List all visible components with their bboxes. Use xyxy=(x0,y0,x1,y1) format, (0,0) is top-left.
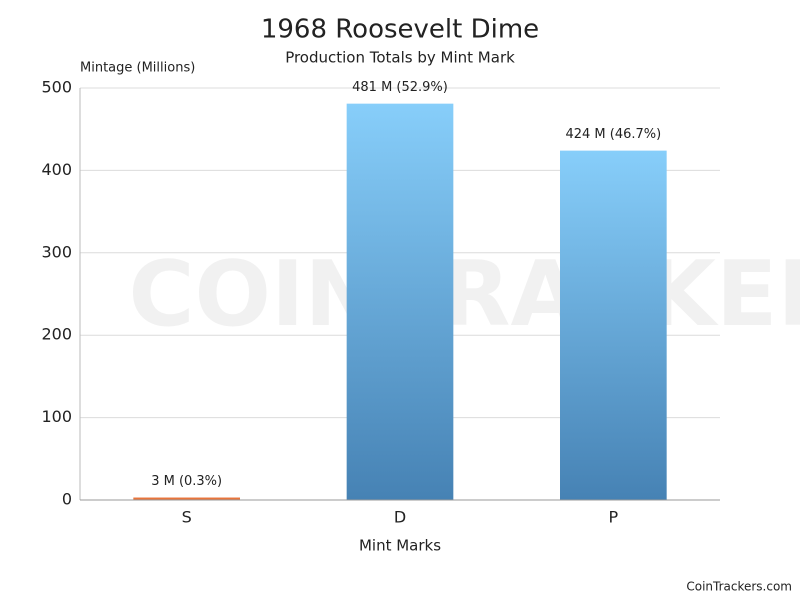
data-label: 424 M (46.7%) xyxy=(565,127,661,142)
x-axis-label: Mint Marks xyxy=(359,537,441,555)
chart-subtitle: Production Totals by Mint Mark xyxy=(285,49,515,67)
bar xyxy=(346,103,454,500)
x-tick-label: S xyxy=(182,508,192,527)
y-axis-label: Mintage (Millions) xyxy=(80,61,195,76)
chart-title: 1968 Roosevelt Dime xyxy=(261,15,539,45)
bar xyxy=(560,150,667,500)
y-tick-label: 400 xyxy=(41,160,72,179)
data-label: 3 M (0.3%) xyxy=(151,474,222,489)
x-tick-label: D xyxy=(394,508,406,527)
watermark: COINTRACKERS xyxy=(128,242,800,347)
y-tick-label: 200 xyxy=(41,325,72,344)
y-tick-label: 500 xyxy=(41,78,72,97)
data-label: 481 M (52.9%) xyxy=(352,80,448,95)
x-tick-label: P xyxy=(609,508,619,527)
footer: CoinTrackers.com xyxy=(686,580,792,594)
y-tick-label: 0 xyxy=(62,490,72,509)
y-tick-label: 100 xyxy=(41,407,72,426)
bar xyxy=(133,497,240,500)
y-tick-label: 300 xyxy=(41,242,72,261)
